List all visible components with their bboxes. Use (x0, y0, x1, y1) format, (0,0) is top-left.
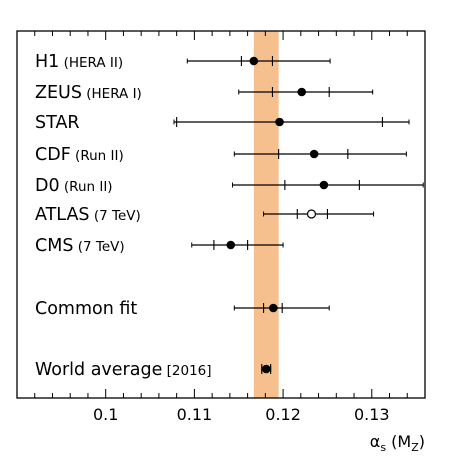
measurement-label-h1: H1 (HERA II) (35, 52, 123, 72)
measurement-label-atlas: ATLAS (7 TeV) (35, 205, 141, 225)
measurement-label-cdf: CDF (Run II) (35, 145, 124, 165)
x-axis-title: αs (MZ) (370, 432, 425, 454)
measurement-label-cms: CMS (7 TeV) (35, 236, 125, 256)
measurement-label-star: STAR (35, 113, 80, 133)
marker-open (306, 209, 317, 219)
data-point-zeus (238, 87, 374, 97)
marker-filled (309, 149, 319, 159)
marker-filled (275, 117, 284, 127)
measurement-label-d0: D0 (Run II) (35, 176, 113, 196)
measurement-label-zeus: ZEUS (HERA I) (35, 83, 142, 103)
data-point-cdf (233, 149, 407, 159)
data-point-d0 (232, 180, 424, 190)
data-point-common-fit (233, 303, 330, 313)
marker-filled (249, 56, 259, 66)
data-point-world-average (261, 364, 272, 374)
measurement-label-world-average: World average [2016] (35, 360, 212, 380)
marker-filled (297, 87, 307, 97)
data-point-atlas (263, 209, 375, 219)
plot-frame (16, 30, 426, 399)
marker-filled (226, 240, 236, 250)
marker-filled (261, 364, 271, 374)
marker-filled (319, 180, 329, 190)
measurement-label-common-fit: Common fit (35, 299, 137, 319)
x-tick-label: 0.13 (354, 405, 390, 424)
data-point-cms (191, 240, 284, 250)
marker-filled (269, 303, 278, 313)
x-tick-label: 0.1 (93, 405, 118, 424)
x-tick-label: 0.12 (265, 405, 301, 424)
x-tick-label: 0.11 (177, 405, 213, 424)
data-point-h1 (186, 56, 331, 66)
data-point-star (173, 117, 410, 127)
